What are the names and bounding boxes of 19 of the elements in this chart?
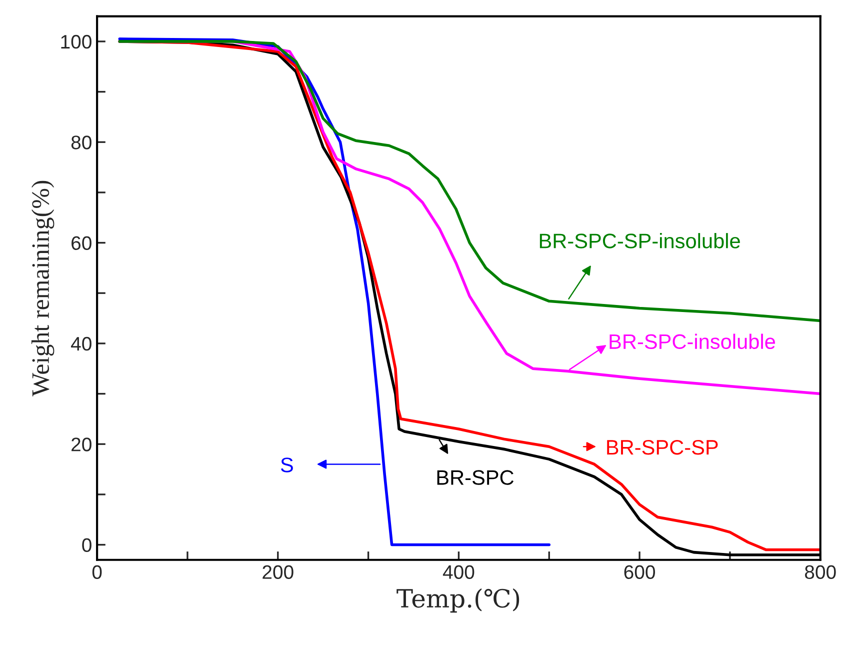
y-tick-label: 20 [72,438,92,452]
series-label: BR-SPC [437,470,514,485]
y-tick-label: 100 [61,34,92,49]
line-series [118,40,820,322]
y-tick-label: 60 [72,236,92,250]
x-tick-label: 800 [804,565,836,580]
x-tick-label: 400 [442,565,474,580]
text: S [280,458,293,472]
legend-label: BR-SPC-insoluble [610,334,775,350]
x-tick-label: 600 [624,565,656,580]
text: BR-SPC-SP-insoluble [540,233,740,248]
x-tick-label: 0 [92,565,102,580]
x-tick-label: 200 [262,565,294,580]
y-tick-label: 40 [71,336,92,351]
y-tick-label: 80 [71,136,92,150]
y-axis-title: Weight remaining(%) [31,180,54,396]
y-tick-label: 0 [82,538,92,552]
legend-label: BR-SPC-SP [607,440,718,455]
x-axis-title: Temp.(℃) [396,588,520,613]
